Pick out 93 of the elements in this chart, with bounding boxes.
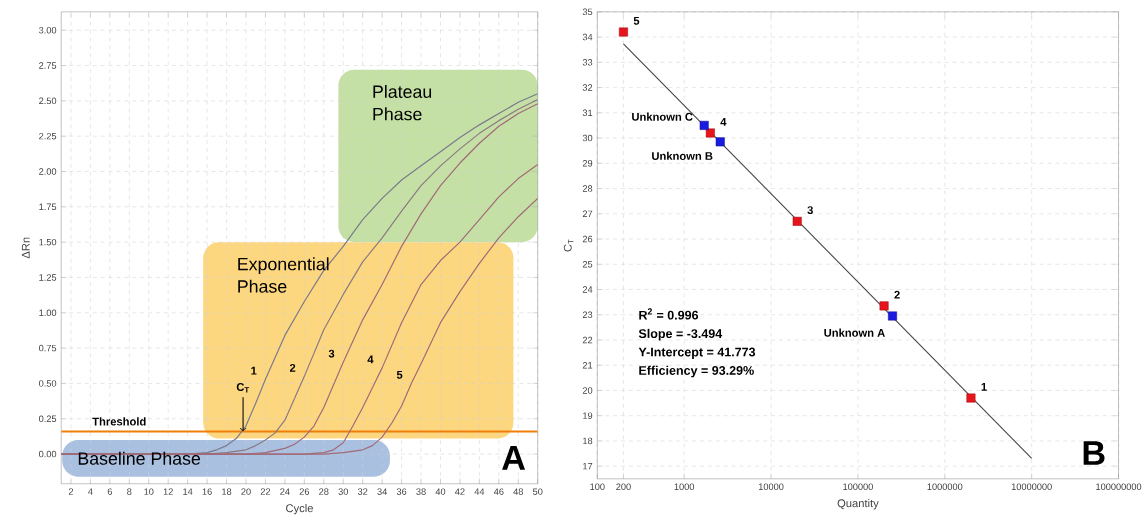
x-tick-label: 30 xyxy=(338,488,349,495)
y-tick-label: 28 xyxy=(582,185,593,192)
y-tick-label: 34 xyxy=(582,33,593,41)
y-tick-label: 0.75 xyxy=(38,344,57,352)
x-tick-label: 26 xyxy=(299,488,310,495)
y-tick-label: 0.00 xyxy=(38,450,57,458)
y-tick-label: 1.75 xyxy=(39,203,57,210)
annotation: 4 xyxy=(720,117,727,126)
x-tick-label: 32 xyxy=(357,488,368,495)
x-tick-label: 10000000 xyxy=(1011,483,1052,490)
x-tick-label: 10000 xyxy=(758,483,784,490)
series-label: 2 xyxy=(289,363,296,372)
y-tick-label: 35 xyxy=(582,8,593,15)
x-tick-label: 10 xyxy=(144,488,154,495)
series-label: 3 xyxy=(328,349,335,358)
x-axis-title: Quantity xyxy=(837,498,879,510)
y-tick-label: 33 xyxy=(582,58,593,66)
x-tick-label: 24 xyxy=(280,488,290,495)
x-tick-label: 1000000 xyxy=(927,483,963,490)
y-tick-label: 31 xyxy=(582,109,593,116)
y-tick-label: 25 xyxy=(582,260,593,268)
x-tick-label: 14 xyxy=(183,488,193,495)
y-tick-label: 2.25 xyxy=(39,132,57,140)
y-tick-label: 23 xyxy=(582,311,593,318)
annotation: B xyxy=(1083,441,1105,465)
y-tick-label: 2.00 xyxy=(39,168,57,175)
annotation: 5 xyxy=(633,16,640,25)
x-tick-label: 36 xyxy=(396,488,407,495)
y-tick-label: 32 xyxy=(582,84,593,91)
annotation: 2 xyxy=(894,290,900,299)
annotation: Baseline Phase xyxy=(78,451,201,465)
annotation: C$_{T}$ xyxy=(236,382,250,393)
x-axis-title: Cycle xyxy=(286,503,313,515)
y-tick-label: 2.75 xyxy=(39,62,57,69)
x-tick-label: 8 xyxy=(127,488,132,495)
y-tick-label: 19 xyxy=(583,412,593,419)
annotation: Y-Intercept = 41.773 xyxy=(638,347,756,359)
y-tick-label: 21 xyxy=(582,361,593,369)
x-tick-label: 200 xyxy=(616,483,631,490)
y-tick-label: 1.25 xyxy=(39,274,57,281)
series-label: 4 xyxy=(367,355,374,364)
x-tick-label: 100 xyxy=(590,483,605,490)
x-tick-label: 46 xyxy=(493,488,504,495)
x-tick-label: 2 xyxy=(68,488,74,495)
x-tick-label: 50 xyxy=(532,488,543,495)
y-tick-label: 1.00 xyxy=(39,309,57,316)
ref-line-label: Threshold xyxy=(92,417,146,426)
y-tick-label: 18 xyxy=(583,437,593,445)
y-tick-label: 26 xyxy=(582,235,593,243)
y-tick-label: 3.00 xyxy=(38,26,57,34)
annotation: Unknown B xyxy=(652,151,713,160)
x-tick-label: 38 xyxy=(416,488,426,495)
annotation: R$^{2}$ = 0.996 xyxy=(639,308,699,320)
x-tick-label: 34 xyxy=(377,488,387,495)
y-tick-label: 24 xyxy=(582,286,593,293)
x-tick-label: 100000000 xyxy=(1096,483,1142,490)
series-label: 5 xyxy=(396,370,403,379)
annotation: Slope = -3.494 xyxy=(638,328,723,341)
x-tick-label: 16 xyxy=(202,488,212,495)
y-tick-label: 30 xyxy=(582,134,593,142)
annotation: 1 xyxy=(981,382,987,391)
x-tick-label: 4 xyxy=(88,488,93,495)
y-axis-title: C$_{T}$ xyxy=(563,239,574,252)
x-tick-label: 22 xyxy=(260,488,271,495)
annotation: Unknown C xyxy=(632,112,693,121)
y-tick-label: 0.25 xyxy=(38,415,57,422)
annotation: A xyxy=(502,445,526,470)
x-tick-label: 44 xyxy=(474,488,485,495)
x-tick-label: 28 xyxy=(319,488,329,495)
x-tick-label: 6 xyxy=(107,488,112,495)
y-tick-label: 20 xyxy=(582,387,593,394)
y-tick-label: 22 xyxy=(582,336,593,344)
y-axis-title: ΔRn xyxy=(21,237,30,259)
x-tick-label: 12 xyxy=(163,488,173,495)
annotation: Unknown A xyxy=(824,328,885,337)
x-tick-label: 40 xyxy=(435,488,446,495)
y-tick-label: 29 xyxy=(582,159,593,167)
y-tick-label: 27 xyxy=(582,210,593,217)
annotation: Plateau Phase xyxy=(373,84,432,121)
x-tick-label: 42 xyxy=(455,488,465,495)
x-tick-label: 1000 xyxy=(674,483,695,490)
x-tick-label: 20 xyxy=(241,488,251,495)
y-tick-label: 17 xyxy=(583,462,593,470)
y-tick-label: 0.50 xyxy=(38,380,57,387)
annotation: Efficiency = 93.29% xyxy=(639,365,754,378)
y-tick-label: 2.50 xyxy=(39,97,57,104)
y-tick-label: 1.50 xyxy=(39,238,57,246)
x-tick-label: 100000 xyxy=(843,483,873,490)
series-label: 1 xyxy=(251,366,257,375)
x-tick-label: 48 xyxy=(513,488,524,495)
annotation: 3 xyxy=(807,206,813,214)
x-tick-label: 18 xyxy=(222,488,232,495)
annotation: Exponential Phase xyxy=(238,257,329,293)
